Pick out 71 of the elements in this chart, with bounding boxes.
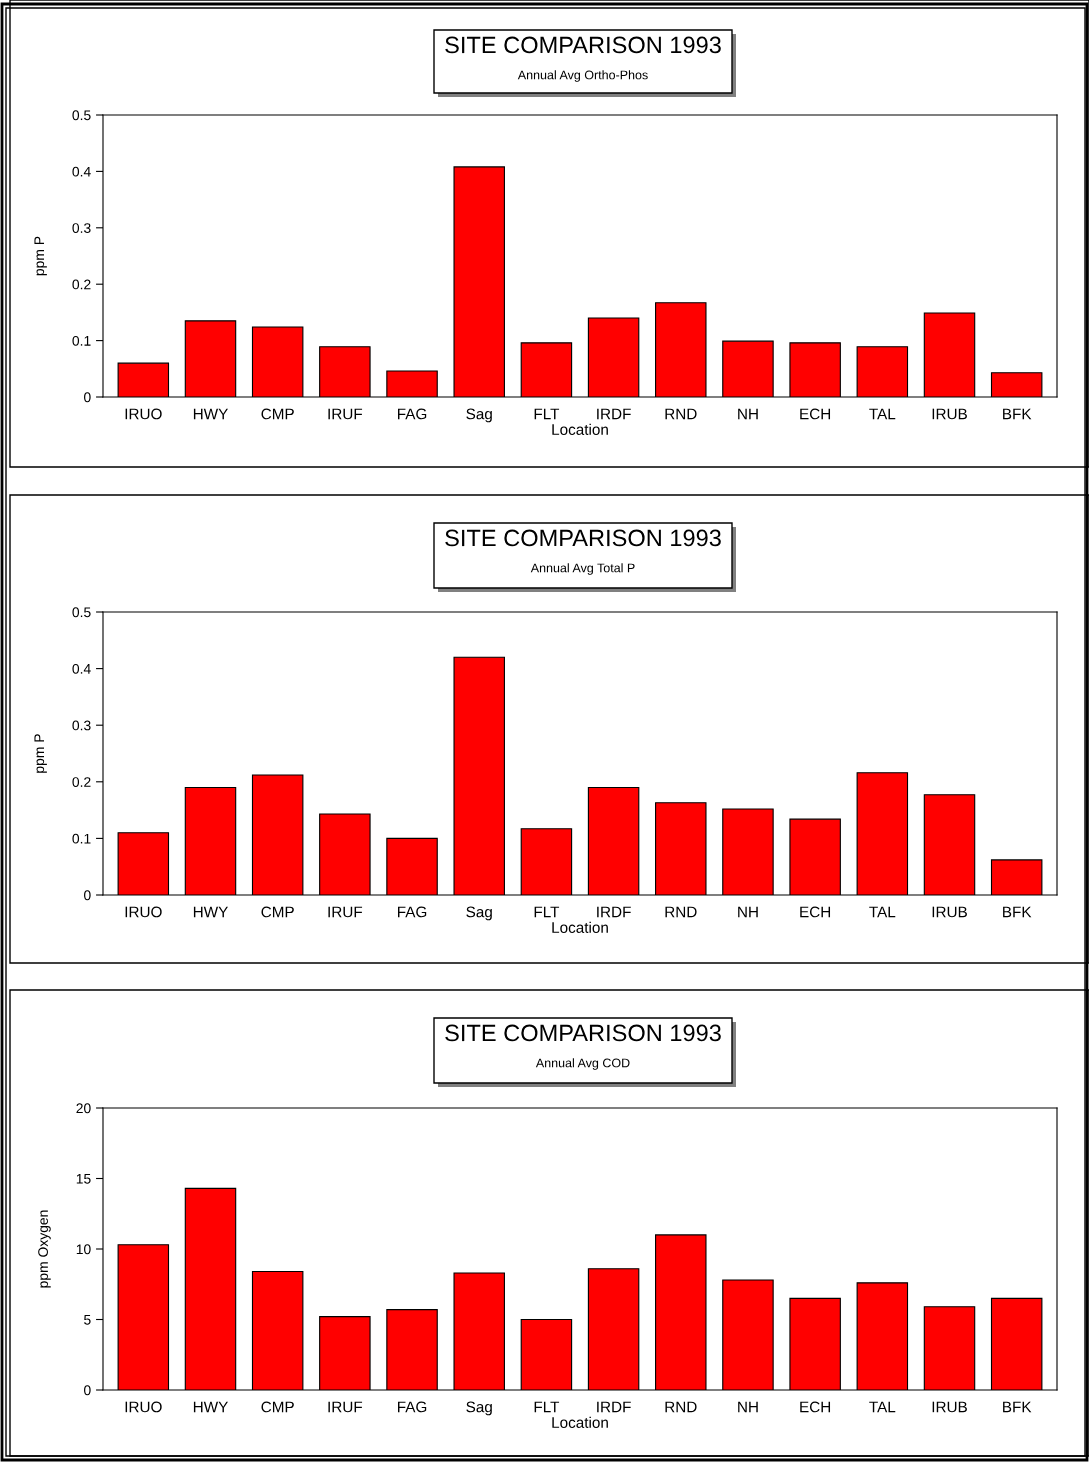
x-tick-label: Sag — [466, 906, 492, 921]
x-tick-label: FLT — [534, 906, 560, 918]
x-tick-label: ECH — [800, 1401, 831, 1413]
x-tick-label: IRUO — [125, 906, 162, 918]
x-tick-label: NH — [738, 906, 758, 918]
x-tick-label: FAG — [398, 1401, 427, 1413]
y-tick-label: 0.5 — [72, 607, 91, 618]
x-tick-label: IRDF — [597, 906, 631, 918]
x-tick-label: CMP — [261, 906, 294, 918]
x-tick-label: TAL — [869, 408, 896, 420]
y-tick-label: 0.3 — [72, 720, 91, 731]
x-tick-label: FAG — [398, 408, 427, 420]
x-tick-label: IRUB — [932, 906, 967, 918]
y-tick-label: 5 — [84, 1314, 91, 1325]
y-tick-label: 0.4 — [72, 663, 91, 674]
x-tick-label: HWY — [193, 1401, 228, 1413]
x-tick-label: NH — [738, 408, 758, 420]
y-tick-label: 15 — [76, 1173, 91, 1184]
y-tick-label: 0 — [84, 1385, 91, 1396]
y-tick-label: 0.5 — [72, 110, 91, 121]
x-tick-label: FAG — [398, 906, 427, 918]
y-axis-title: ppm Oxygen — [38, 1210, 51, 1288]
x-tick-label: BFK — [1003, 408, 1032, 420]
x-tick-label: ECH — [800, 906, 831, 918]
x-tick-label: IRDF — [597, 408, 631, 420]
chart-subtitle: Annual Avg COD — [535, 1058, 630, 1070]
x-tick-label: RND — [665, 1401, 697, 1413]
x-axis-title: Location — [552, 423, 608, 435]
x-tick-label: BFK — [1003, 906, 1032, 918]
x-tick-label: IRUF — [328, 1401, 363, 1413]
x-tick-label: CMP — [261, 1401, 294, 1413]
x-tick-label: TAL — [869, 906, 896, 918]
x-tick-label: HWY — [193, 906, 228, 918]
x-axis-title: Location — [552, 921, 608, 933]
x-axis-title: Location — [552, 1416, 608, 1428]
y-tick-label: 20 — [76, 1103, 91, 1114]
x-tick-label: FLT — [534, 1401, 560, 1413]
x-tick-label: IRUB — [932, 408, 967, 420]
x-tick-label: HWY — [193, 408, 228, 420]
y-tick-label: 0.1 — [72, 335, 91, 346]
chart-title: SITE COMPARISON 1993 — [445, 1024, 721, 1042]
y-tick-label: 0.4 — [72, 166, 91, 177]
x-tick-label: IRDF — [597, 1401, 631, 1413]
x-tick-label: RND — [665, 408, 697, 420]
y-tick-label: 10 — [76, 1244, 91, 1255]
y-tick-label: 0 — [84, 392, 91, 403]
y-tick-label: 0.2 — [72, 279, 91, 290]
x-tick-label: BFK — [1003, 1401, 1032, 1413]
chart-subtitle: Annual Avg Total P — [530, 563, 635, 575]
x-tick-label: IRUB — [932, 1401, 967, 1413]
chart-subtitle: Annual Avg Ortho-Phos — [517, 70, 648, 82]
x-tick-label: TAL — [869, 1401, 896, 1413]
x-tick-label: ECH — [800, 408, 831, 420]
y-axis-title: ppm P — [34, 236, 47, 276]
x-tick-label: IRUF — [328, 906, 363, 918]
y-tick-label: 0.3 — [72, 223, 91, 233]
x-tick-label: FLT — [534, 408, 560, 420]
x-tick-label: Sag — [466, 1401, 492, 1416]
y-tick-label: 0.1 — [72, 833, 91, 844]
x-tick-label: IRUO — [125, 1401, 162, 1413]
x-tick-label: NH — [738, 1401, 758, 1413]
x-tick-label: Sag — [466, 408, 492, 423]
chart-title: SITE COMPARISON 1993 — [445, 529, 721, 547]
y-tick-label: 0 — [84, 890, 91, 901]
x-tick-label: CMP — [261, 408, 294, 420]
y-axis-title: ppm P — [34, 734, 47, 773]
y-tick-label: 0.2 — [72, 777, 91, 787]
x-tick-label: IRUF — [328, 408, 363, 420]
x-tick-label: IRUO — [125, 408, 162, 420]
x-tick-label: RND — [665, 906, 697, 918]
chart-title: SITE COMPARISON 1993 — [445, 36, 721, 54]
